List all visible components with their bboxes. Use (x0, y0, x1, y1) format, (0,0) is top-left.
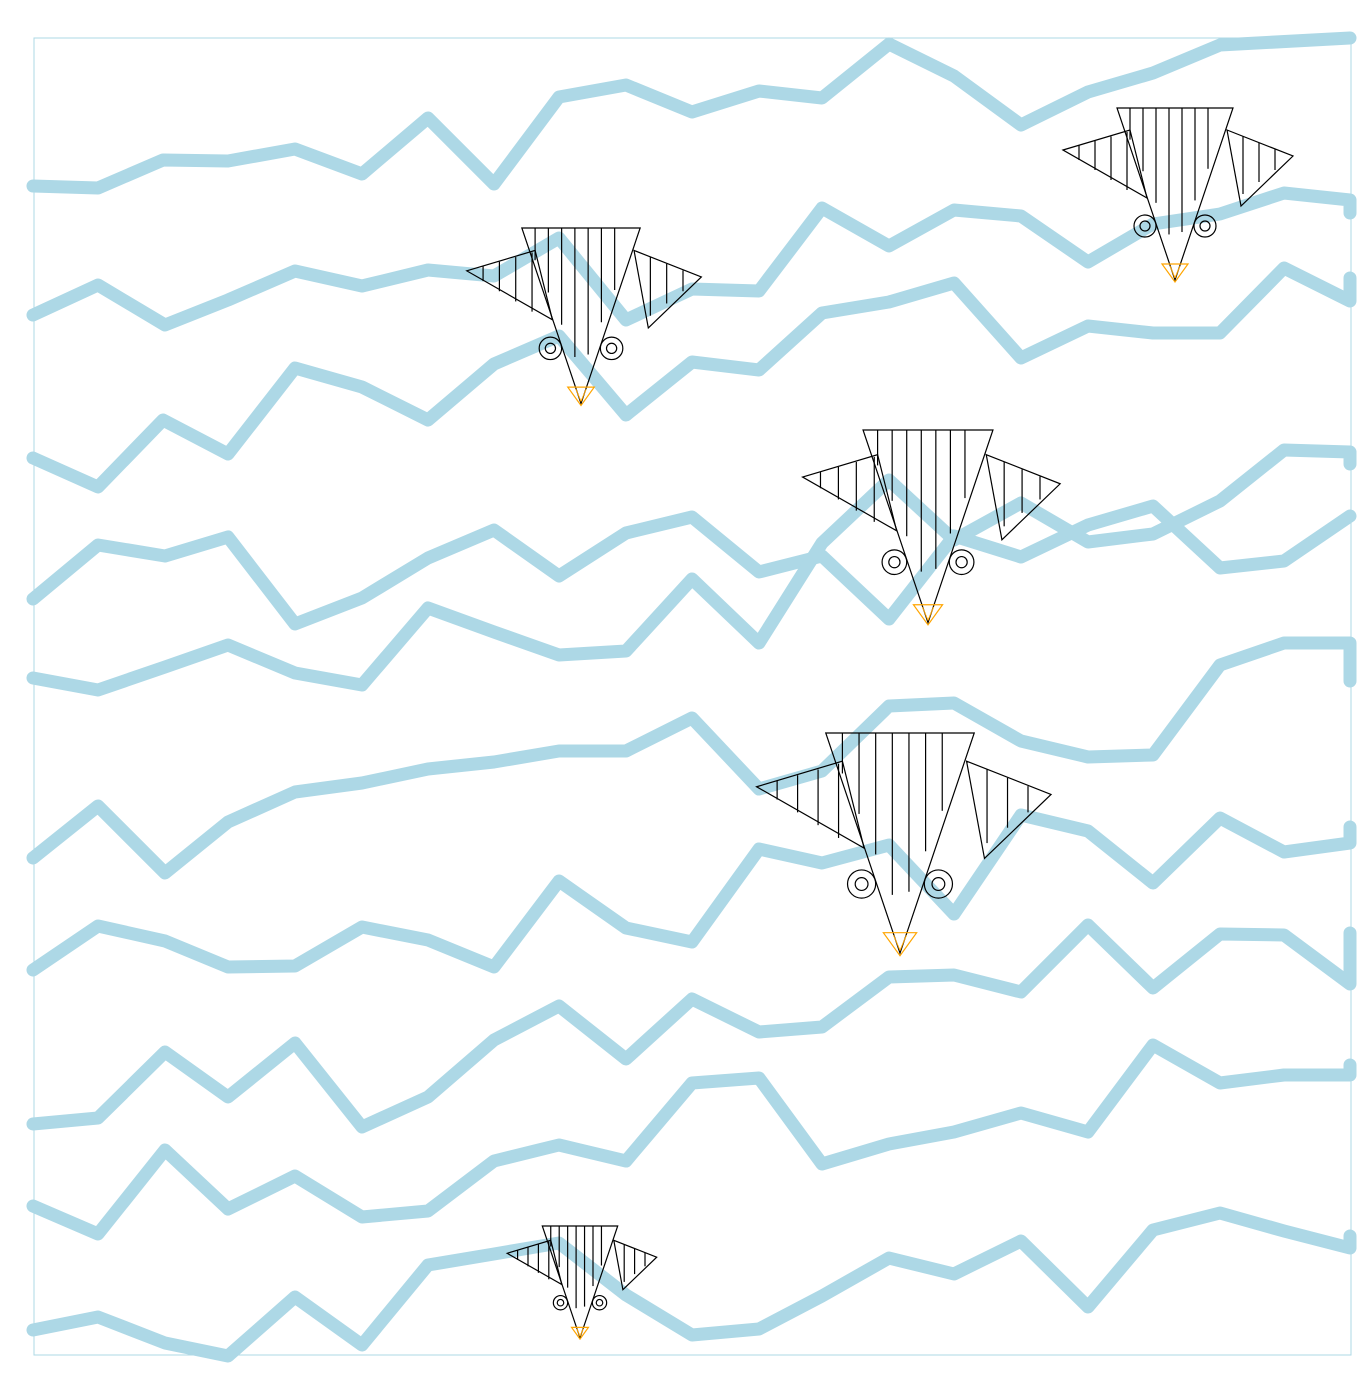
bird-left-wing (505, 1239, 563, 1286)
bird-beak-line (921, 606, 929, 621)
bird-2 (465, 227, 703, 407)
wave-line (26, 636, 1357, 880)
bird-right-wing (633, 249, 703, 330)
bird-beak-line (893, 935, 901, 951)
bird-beak-line (927, 606, 935, 621)
bird-eye-pupil (854, 877, 869, 892)
wave-line (26, 261, 1357, 494)
bird-eye-pupil (955, 555, 968, 569)
bird-eye (591, 1294, 608, 1311)
frame-border (33, 37, 1352, 1356)
bird-eye (846, 869, 877, 899)
bird-beak (570, 1326, 590, 1341)
bird-beak (566, 386, 596, 407)
bird-left-wing (755, 760, 866, 850)
bird-eye-pupil (544, 342, 557, 355)
bird-4 (755, 732, 1053, 957)
bird-beak-line (1169, 265, 1176, 279)
bird-eye (1133, 214, 1157, 238)
wave-line (26, 1206, 1357, 1363)
bird-eye-pupil (556, 1298, 565, 1307)
bird-eye (1193, 214, 1217, 238)
birds-layer (465, 107, 1295, 1341)
bird-eye (599, 336, 624, 361)
bird-eye-pupil (595, 1298, 604, 1307)
bird-beak-line (579, 1328, 584, 1337)
bird-beak (882, 932, 918, 957)
bird-left-wing (465, 249, 554, 322)
wave-line (26, 186, 1357, 332)
bird-eye (552, 1294, 569, 1311)
wave-line (26, 499, 1357, 631)
bird-eye-pupil (605, 342, 618, 355)
wave-line (26, 918, 1357, 1134)
bird-right-wing (1226, 129, 1295, 208)
wave-line (26, 31, 1357, 195)
bird-beak-line (899, 935, 907, 951)
bird-eye-pupil (888, 555, 901, 569)
bird-left-wing (801, 453, 898, 533)
bird-beak (1160, 263, 1190, 284)
bird-beak-line (576, 1328, 581, 1337)
bird-eye (948, 549, 975, 576)
bird-eye (881, 549, 908, 576)
bird-left-wing (1061, 129, 1148, 200)
bird-beak-line (575, 388, 582, 402)
wave-line (26, 808, 1357, 977)
bird-right-wing (613, 1239, 658, 1291)
bird-beak (912, 604, 944, 626)
bird-beak-line (1174, 265, 1181, 279)
bird-eye (538, 336, 563, 361)
waves-layer (26, 31, 1357, 1363)
bird-beak-line (580, 388, 587, 402)
bird-5 (505, 1225, 658, 1341)
bird-eye (923, 869, 954, 899)
bird-right-wing (985, 453, 1062, 541)
bird-eye-pupil (1139, 220, 1151, 232)
bird-3 (801, 429, 1062, 626)
wave-line (26, 1038, 1357, 1241)
bird-right-wing (965, 760, 1053, 860)
bird-eye-pupil (1199, 220, 1211, 232)
wave-line (26, 443, 1357, 697)
bird-body (1116, 107, 1234, 282)
bird-eye-pupil (931, 877, 946, 892)
bird-1 (1061, 107, 1295, 284)
